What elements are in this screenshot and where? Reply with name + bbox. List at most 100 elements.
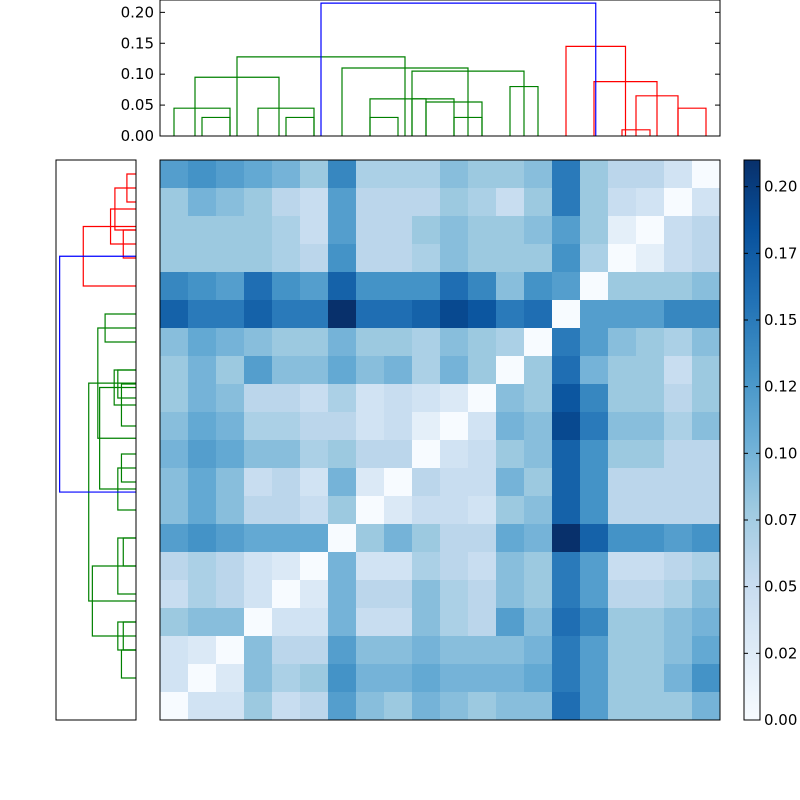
heatmap-cell xyxy=(468,300,497,329)
heatmap-cell xyxy=(328,524,357,553)
heatmap-cell xyxy=(160,384,189,413)
heatmap-cell xyxy=(356,440,385,469)
heatmap-cell xyxy=(300,468,329,497)
heatmap-cell xyxy=(580,692,609,721)
heatmap-cell xyxy=(496,300,525,329)
heatmap-cell xyxy=(356,552,385,581)
heatmap-cell xyxy=(384,356,413,385)
top-dendrogram-link xyxy=(320,2,597,136)
colorbar-tick-label: 0.07 xyxy=(764,511,797,529)
heatmap-cell xyxy=(692,272,721,301)
heatmap-cell xyxy=(384,412,413,441)
heatmap-cell xyxy=(692,300,721,329)
top-dendrogram-tick-label: 0.20 xyxy=(121,3,154,21)
heatmap-cell xyxy=(188,160,217,189)
heatmap-cell xyxy=(692,468,721,497)
top-dendrogram: 0.00 0.05 0.10 0.15 0.20 xyxy=(121,0,721,145)
heatmap-cell xyxy=(636,636,665,665)
colorbar-tick-label: 0.17 xyxy=(764,244,797,262)
heatmap-cell xyxy=(216,356,245,385)
heatmap-cell xyxy=(328,216,357,245)
heatmap-cell xyxy=(692,440,721,469)
heatmap-cell xyxy=(272,160,301,189)
heatmap-cell xyxy=(440,496,469,525)
heatmap-cell xyxy=(524,412,553,441)
heatmap-cell xyxy=(692,412,721,441)
heatmap-cell xyxy=(356,664,385,693)
heatmap-cell xyxy=(636,552,665,581)
heatmap-cell xyxy=(412,692,441,721)
heatmap-frame xyxy=(159,159,721,721)
heatmap-cell xyxy=(216,636,245,665)
heatmap-cell xyxy=(440,300,469,329)
heatmap-cell xyxy=(636,440,665,469)
heatmap-cell xyxy=(328,580,357,609)
heatmap-cell xyxy=(160,356,189,385)
heatmap-cell xyxy=(216,244,245,273)
heatmap-cell xyxy=(160,468,189,497)
heatmap-cell xyxy=(580,496,609,525)
heatmap-cell xyxy=(468,636,497,665)
heatmap-cell xyxy=(552,272,581,301)
heatmap-cell xyxy=(412,160,441,189)
heatmap-cell xyxy=(440,384,469,413)
heatmap-cell xyxy=(636,356,665,385)
heatmap-cell xyxy=(160,272,189,301)
heatmap-cell xyxy=(468,216,497,245)
heatmap-cell xyxy=(244,272,273,301)
heatmap-cell xyxy=(524,160,553,189)
top-dendrogram-frame xyxy=(159,0,721,137)
heatmap-cell xyxy=(580,524,609,553)
left-dendrogram-frame xyxy=(55,159,137,721)
heatmap-cell xyxy=(496,552,525,581)
heatmap xyxy=(159,159,721,721)
heatmap-cell xyxy=(412,440,441,469)
heatmap-cell xyxy=(440,188,469,217)
heatmap-cell xyxy=(272,580,301,609)
heatmap-cell xyxy=(636,664,665,693)
heatmap-cell xyxy=(160,244,189,273)
colorbar-tick-label: 0.20 xyxy=(764,178,797,196)
heatmap-cell xyxy=(188,412,217,441)
heatmap-cell xyxy=(216,216,245,245)
heatmap-cell xyxy=(552,692,581,721)
heatmap-cell xyxy=(580,664,609,693)
left-dendrogram xyxy=(55,159,137,721)
heatmap-cell xyxy=(356,328,385,357)
heatmap-cell xyxy=(440,608,469,637)
top-dendrogram-links xyxy=(173,2,707,136)
heatmap-cell xyxy=(468,328,497,357)
heatmap-cell xyxy=(664,244,693,273)
heatmap-cell xyxy=(636,160,665,189)
heatmap-cell xyxy=(356,580,385,609)
heatmap-cell xyxy=(412,272,441,301)
heatmap-cell xyxy=(272,496,301,525)
heatmap-cell xyxy=(244,692,273,721)
heatmap-cell xyxy=(664,272,693,301)
heatmap-cell xyxy=(244,440,273,469)
heatmap-cell xyxy=(664,328,693,357)
heatmap-cell xyxy=(216,300,245,329)
heatmap-cell xyxy=(412,328,441,357)
heatmap-cell xyxy=(524,664,553,693)
heatmap-cell xyxy=(216,664,245,693)
heatmap-cell xyxy=(636,328,665,357)
heatmap-cell xyxy=(356,412,385,441)
heatmap-cell xyxy=(300,608,329,637)
heatmap-cell xyxy=(160,300,189,329)
heatmap-cell xyxy=(412,216,441,245)
heatmap-cell xyxy=(468,580,497,609)
heatmap-cell xyxy=(272,356,301,385)
heatmap-cell xyxy=(440,692,469,721)
heatmap-cell xyxy=(328,692,357,721)
heatmap-cell xyxy=(356,468,385,497)
heatmap-cell xyxy=(692,384,721,413)
heatmap-cell xyxy=(300,216,329,245)
heatmap-cell xyxy=(356,272,385,301)
heatmap-cell xyxy=(328,440,357,469)
heatmap-cell xyxy=(580,608,609,637)
heatmap-cell xyxy=(188,356,217,385)
heatmap-cell xyxy=(468,692,497,721)
heatmap-cell xyxy=(468,272,497,301)
colorbar-tick-label: 0.15 xyxy=(764,311,797,329)
